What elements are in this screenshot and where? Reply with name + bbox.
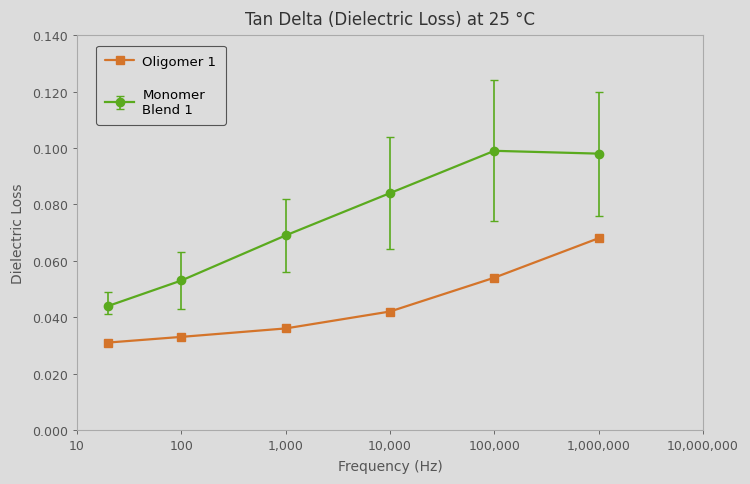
X-axis label: Frequency (Hz): Frequency (Hz)	[338, 459, 442, 473]
Y-axis label: Dielectric Loss: Dielectric Loss	[11, 183, 25, 283]
Oligomer 1	[281, 326, 290, 332]
Title: Tan Delta (Dielectric Loss) at 25 °C: Tan Delta (Dielectric Loss) at 25 °C	[245, 11, 535, 29]
Oligomer 1	[490, 275, 499, 281]
Legend: Oligomer 1, Monomer
Blend 1: Oligomer 1, Monomer Blend 1	[96, 46, 226, 126]
Oligomer 1	[594, 236, 603, 242]
Oligomer 1	[386, 309, 394, 315]
Oligomer 1	[104, 340, 113, 346]
Line: Oligomer 1: Oligomer 1	[104, 235, 603, 347]
Oligomer 1	[177, 334, 186, 340]
